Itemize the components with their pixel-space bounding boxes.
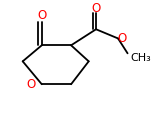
Text: O: O bbox=[27, 78, 36, 91]
Text: O: O bbox=[91, 2, 101, 15]
Text: CH₃: CH₃ bbox=[131, 53, 151, 63]
Text: O: O bbox=[117, 32, 126, 45]
Text: O: O bbox=[37, 9, 46, 22]
